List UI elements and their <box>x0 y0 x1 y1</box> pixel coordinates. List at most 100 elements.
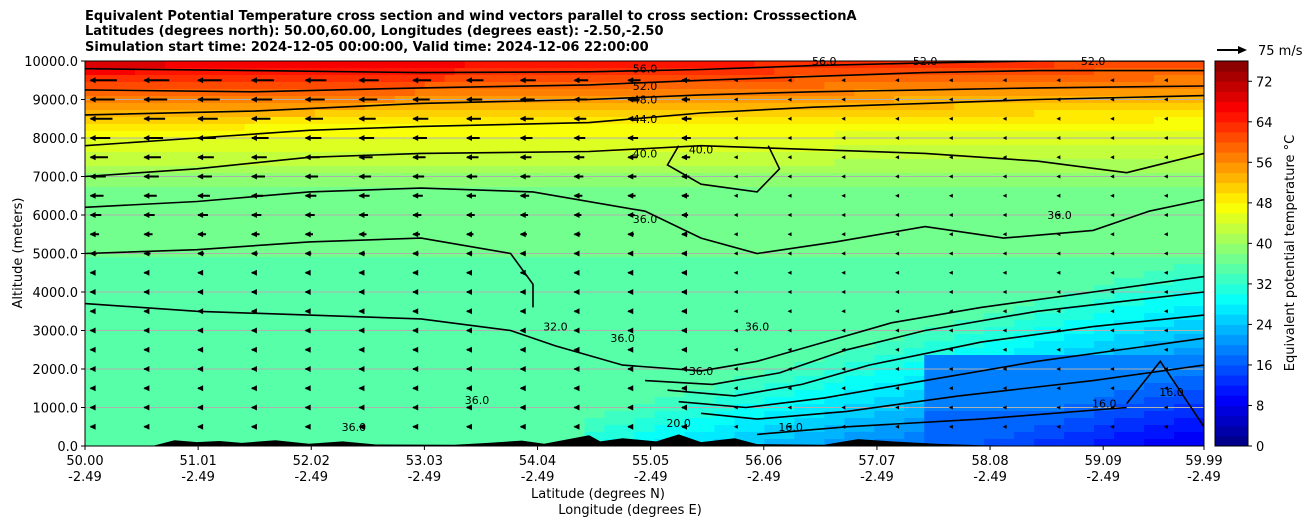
field-cell <box>804 159 815 167</box>
field-cell <box>904 68 915 76</box>
field-cell <box>274 180 286 188</box>
field-cell <box>984 215 995 223</box>
field-cell <box>224 432 236 440</box>
field-cell <box>904 201 915 209</box>
field-cell <box>614 320 626 328</box>
field-cell <box>804 82 815 90</box>
field-cell <box>624 124 636 132</box>
field-cell <box>474 425 486 433</box>
field-cell <box>664 75 676 83</box>
field-cell <box>774 306 785 314</box>
field-cell <box>924 320 935 328</box>
field-cell <box>324 355 336 363</box>
field-cell <box>574 264 586 272</box>
field-cell <box>474 418 486 426</box>
field-cell <box>634 215 646 223</box>
field-cell <box>514 278 526 286</box>
field-cell <box>384 348 396 356</box>
field-cell <box>674 82 686 90</box>
field-cell <box>344 145 356 153</box>
field-cell <box>584 89 596 97</box>
field-cell <box>804 264 815 272</box>
field-cell <box>134 334 146 342</box>
field-cell <box>714 285 726 293</box>
field-cell <box>664 376 676 384</box>
field-cell <box>85 313 96 321</box>
field-cell <box>94 117 106 125</box>
field-cell <box>974 418 985 426</box>
field-cell <box>314 425 326 433</box>
field-cell <box>304 292 316 300</box>
field-cell <box>774 271 785 279</box>
field-cell <box>664 299 676 307</box>
field-cell <box>854 194 865 202</box>
field-cell <box>504 376 516 384</box>
field-cell <box>254 376 266 384</box>
field-cell <box>364 145 376 153</box>
field-cell <box>85 341 96 349</box>
field-cell <box>104 348 116 356</box>
field-cell <box>534 334 546 342</box>
field-cell <box>304 243 316 251</box>
field-cell <box>694 271 706 279</box>
field-cell <box>224 110 236 118</box>
field-cell <box>104 264 116 272</box>
field-cell <box>174 208 186 216</box>
field-cell <box>424 187 436 195</box>
field-cell <box>694 145 706 153</box>
field-cell <box>724 103 736 111</box>
field-cell <box>594 299 606 307</box>
field-cell <box>254 418 266 426</box>
field-cell <box>624 257 636 265</box>
field-cell <box>974 271 985 279</box>
field-cell <box>544 243 556 251</box>
field-cell <box>374 152 386 160</box>
field-cell <box>584 418 596 426</box>
field-cell <box>85 334 96 342</box>
field-cell <box>454 439 466 446</box>
field-cell <box>494 390 506 398</box>
field-cell <box>594 131 606 139</box>
field-cell <box>694 348 706 356</box>
field-cell <box>744 194 755 202</box>
field-cell <box>954 432 965 440</box>
field-cell <box>784 411 795 419</box>
field-cell <box>334 264 346 272</box>
field-cell <box>574 75 586 83</box>
field-cell <box>894 390 905 398</box>
field-cell <box>134 418 146 426</box>
field-cell <box>754 180 765 188</box>
field-cell <box>114 194 126 202</box>
field-cell <box>264 320 276 328</box>
field-cell <box>574 348 586 356</box>
field-cell <box>424 348 436 356</box>
field-cell <box>434 439 446 446</box>
field-cell <box>394 222 406 230</box>
field-cell <box>734 138 746 146</box>
field-cell <box>194 376 206 384</box>
field-cell <box>124 215 136 223</box>
field-cell <box>234 89 246 97</box>
field-cell <box>644 103 656 111</box>
field-cell <box>614 271 626 279</box>
field-cell <box>364 425 376 433</box>
field-cell <box>124 145 136 153</box>
field-cell <box>244 355 256 363</box>
field-cell <box>324 222 336 230</box>
field-cell <box>694 68 706 76</box>
field-cell <box>564 369 576 377</box>
field-cell <box>974 425 985 433</box>
field-cell <box>264 117 276 125</box>
field-cell <box>724 334 736 342</box>
field-cell <box>984 355 995 363</box>
field-cell <box>554 194 566 202</box>
field-cell <box>534 411 546 419</box>
field-cell <box>604 299 616 307</box>
field-cell <box>974 215 985 223</box>
field-cell <box>744 68 755 76</box>
field-cell <box>894 341 905 349</box>
field-cell <box>544 313 556 321</box>
field-cell <box>794 131 805 139</box>
field-cell <box>624 117 636 125</box>
field-cell <box>714 362 726 370</box>
